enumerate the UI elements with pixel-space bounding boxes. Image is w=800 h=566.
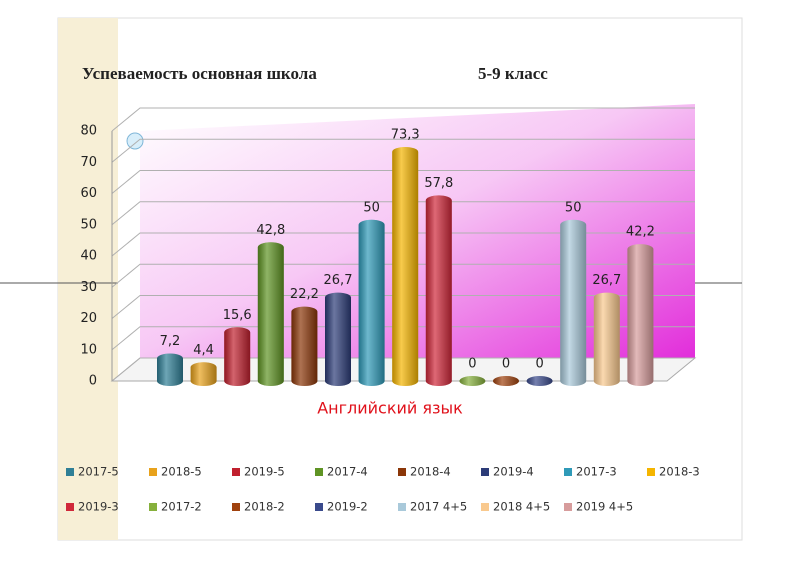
value-label: 15,6	[223, 308, 252, 323]
chart-title: Успеваемость основная школа	[82, 64, 317, 83]
bar	[560, 219, 587, 387]
grid-line	[111, 170, 695, 194]
value-label: 26,7	[592, 273, 621, 288]
value-label: 57,8	[424, 176, 453, 191]
legend-label: 2019-4	[493, 465, 534, 479]
y-tick-label: 60	[80, 186, 97, 201]
value-label: 42,2	[626, 225, 655, 240]
legend-swatch	[481, 468, 489, 476]
y-tick-label: 20	[80, 311, 97, 326]
legend-swatch	[564, 468, 572, 476]
legend-label: 2017-3	[576, 465, 617, 479]
value-label: 50	[363, 200, 380, 215]
legend-label: 2017-4	[327, 465, 368, 479]
bar	[157, 353, 183, 386]
legend-swatch	[564, 503, 572, 511]
legend-label: 2017-2	[161, 500, 202, 514]
grid-line	[111, 295, 695, 319]
bar	[493, 376, 519, 386]
decor-dot	[126, 132, 144, 150]
legend-swatch	[149, 503, 157, 511]
legend-label: 2019-5	[244, 465, 285, 479]
bar	[325, 292, 351, 386]
legend-swatch	[232, 503, 240, 511]
grid-line	[111, 138, 695, 163]
legend-label: 2017-5	[78, 465, 119, 479]
y-tick-label: 30	[80, 280, 97, 295]
bar	[459, 376, 486, 387]
chart-subtitle: 5-9 класс	[478, 64, 548, 83]
bar	[425, 195, 452, 387]
legend-swatch	[315, 503, 323, 511]
side-strip	[58, 18, 118, 540]
legend-label: 2019-2	[327, 500, 368, 514]
value-label: 0	[502, 357, 510, 372]
value-label: 0	[468, 357, 476, 372]
value-label: 26,7	[324, 273, 353, 288]
bar	[358, 219, 385, 387]
value-label: 7,2	[160, 334, 181, 349]
bar	[593, 292, 620, 387]
legend-swatch	[149, 468, 157, 476]
bar	[526, 376, 553, 387]
value-label: 0	[535, 357, 543, 372]
grid-line	[111, 263, 695, 288]
grid-line	[111, 232, 695, 257]
legend-label: 2017 4+5	[410, 500, 467, 514]
value-label: 50	[565, 200, 582, 215]
bar	[392, 146, 419, 386]
y-tick-label: 80	[80, 124, 97, 139]
value-label: 4,4	[193, 343, 214, 358]
legend-swatch	[398, 503, 406, 511]
grid-line	[111, 326, 695, 351]
grid-line	[111, 201, 695, 226]
bar	[190, 362, 217, 387]
y-tick-label: 0	[89, 374, 97, 389]
legend-swatch	[66, 503, 74, 511]
y-tick-label: 70	[80, 155, 97, 170]
legend-label: 2018 4+5	[493, 500, 550, 514]
legend-label: 2018-5	[161, 465, 202, 479]
bar	[291, 306, 318, 387]
legend-label: 2019 4+5	[576, 500, 633, 514]
legend-swatch	[398, 468, 406, 476]
bar	[627, 244, 654, 387]
bar	[224, 327, 251, 387]
value-label: 73,3	[391, 127, 420, 142]
y-tick-label: 40	[80, 249, 97, 264]
legend-swatch	[647, 468, 655, 476]
value-label: 22,2	[290, 287, 319, 302]
grid-line	[111, 107, 695, 132]
legend-label: 2018-3	[659, 465, 700, 479]
legend-label: 2018-2	[244, 500, 285, 514]
value-label: 42,8	[256, 223, 285, 238]
x-category-label: Английский язык	[317, 399, 463, 418]
legend-swatch	[232, 468, 240, 476]
grid-line	[111, 357, 695, 382]
legend-label: 2019-3	[78, 500, 119, 514]
bar	[257, 242, 284, 387]
y-tick-label: 50	[80, 217, 97, 232]
legend-swatch	[66, 468, 74, 476]
y-tick-label: 10	[80, 342, 97, 357]
legend-swatch	[481, 503, 489, 511]
legend-swatch	[315, 468, 323, 476]
legend-label: 2018-4	[410, 465, 451, 479]
